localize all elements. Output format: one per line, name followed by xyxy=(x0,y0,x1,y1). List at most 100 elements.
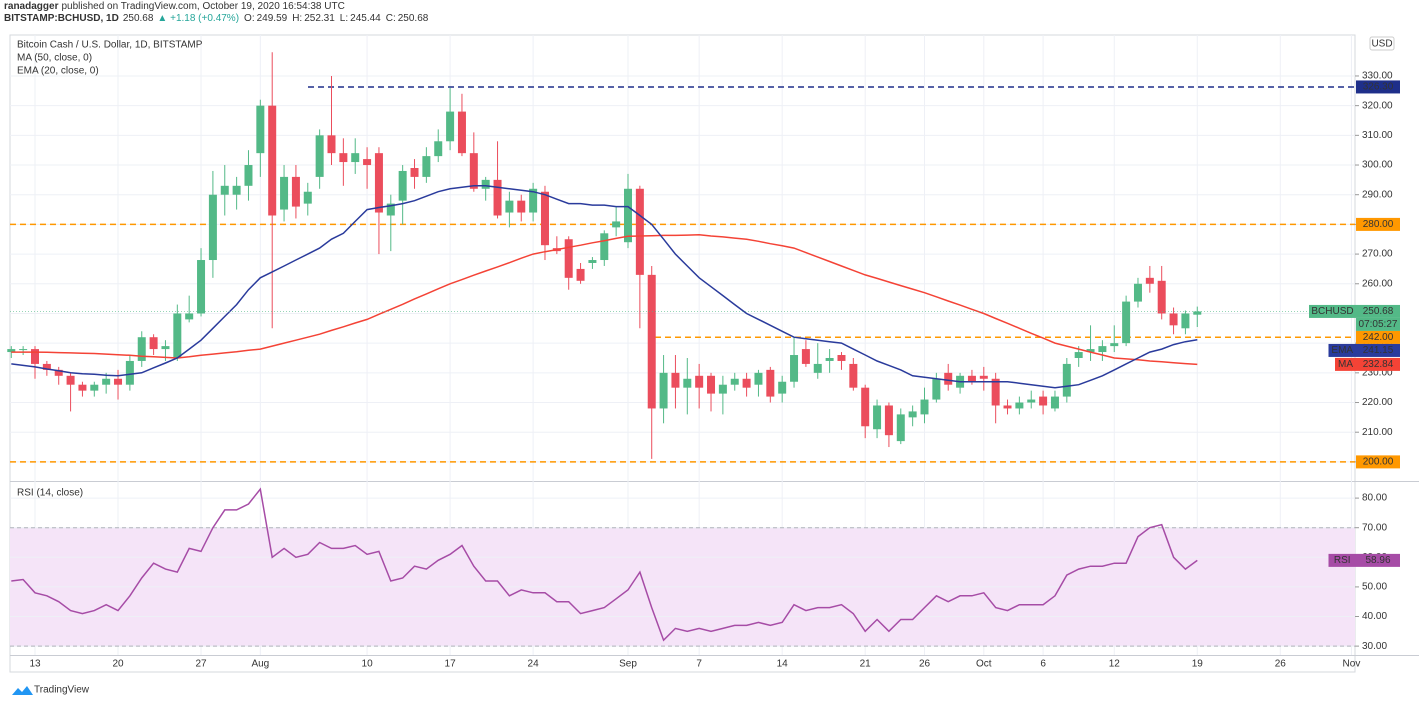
series-line xyxy=(11,487,1198,642)
candle-body xyxy=(7,349,16,353)
candle-body xyxy=(161,346,170,350)
x-tick-label: 6 xyxy=(1040,659,1046,670)
y-tick-label: 50.00 xyxy=(1362,582,1387,593)
candle-body xyxy=(339,153,348,163)
ohlc-key: C: xyxy=(386,13,396,24)
candle-body xyxy=(730,378,739,385)
candle-body xyxy=(873,405,882,430)
x-tick-label: 14 xyxy=(777,659,789,670)
ohlc-key: H: xyxy=(292,13,302,24)
candle-body xyxy=(671,372,680,388)
candle-body xyxy=(1086,349,1095,353)
candle-body xyxy=(386,203,395,216)
candle-body xyxy=(825,357,834,361)
x-tick-label: 21 xyxy=(860,659,872,670)
series-line xyxy=(11,234,1198,366)
candle-body xyxy=(291,176,300,207)
candle-body xyxy=(813,363,822,373)
candle-body xyxy=(422,156,431,177)
candle-body xyxy=(695,375,704,388)
candle-body xyxy=(932,378,941,400)
candle-body xyxy=(351,153,360,163)
tag-value-bg xyxy=(1356,343,1400,357)
candle-body xyxy=(374,153,383,213)
tag-value: 242.00 xyxy=(1363,332,1394,343)
ohlc-value: 252.31 xyxy=(304,13,335,24)
candle-body xyxy=(1133,283,1142,302)
tag-name-bg xyxy=(1309,304,1356,318)
y-tick-label: 80.00 xyxy=(1362,493,1387,504)
last-price: 250.68 xyxy=(123,13,154,24)
candle-body xyxy=(31,349,39,364)
y-tick-label: 230.00 xyxy=(1362,367,1393,378)
x-tick-label: 27 xyxy=(195,659,207,670)
candle-body xyxy=(1157,280,1166,314)
y-tick-label: 260.00 xyxy=(1362,278,1393,289)
candle-body xyxy=(778,381,787,394)
candle-body xyxy=(1015,402,1024,409)
tag-value-bg xyxy=(1356,304,1400,318)
candle-body xyxy=(102,378,111,385)
x-tick-label: Nov xyxy=(1343,659,1361,670)
pane-title: Bitcoin Cash / U.S. Dollar, 1D, BITSTAMP xyxy=(17,40,203,51)
candle-body xyxy=(1193,311,1202,315)
tag-value: 232.84 xyxy=(1363,359,1394,370)
tag-value-bg xyxy=(1356,217,1400,231)
y-tick-label: 40.00 xyxy=(1362,611,1387,622)
x-tick-label: 12 xyxy=(1109,659,1121,670)
candle-body xyxy=(1110,343,1119,347)
tag-value: 58.96 xyxy=(1365,555,1390,566)
x-tick-label: 20 xyxy=(112,659,124,670)
x-tick-label: 19 xyxy=(1192,659,1204,670)
tag-name-bg xyxy=(1335,357,1356,371)
candle-body xyxy=(1181,313,1190,329)
x-tick-label: 17 xyxy=(445,659,457,670)
candle-body xyxy=(398,170,407,201)
candle-body xyxy=(327,135,336,154)
publish-line: ranadagger published on TradingView.com, … xyxy=(4,1,345,12)
candle-body xyxy=(303,191,312,204)
candle-body xyxy=(529,188,538,213)
candle-body xyxy=(1122,301,1131,344)
tag-name: MA xyxy=(1338,359,1353,370)
ohlc-key: L: xyxy=(340,13,348,24)
candle-body xyxy=(837,355,846,361)
tag-value-bg xyxy=(1356,553,1400,567)
tag-sub: 07:05:27 xyxy=(1359,319,1398,330)
candle-body xyxy=(612,221,621,228)
candle-body xyxy=(232,185,241,195)
candle-body xyxy=(66,375,75,385)
candle-body xyxy=(707,375,716,394)
candle-body xyxy=(173,313,182,358)
x-tick-label: Sep xyxy=(619,659,637,670)
tag-value: 280.00 xyxy=(1363,219,1394,230)
candle-body xyxy=(659,372,668,409)
x-tick-label: Aug xyxy=(251,659,269,670)
candle-body xyxy=(197,260,206,314)
candle-body xyxy=(280,176,289,210)
x-tick-label: Oct xyxy=(976,659,992,670)
candle-body xyxy=(600,233,609,261)
footer-logo: TradingView xyxy=(12,685,90,696)
candle-body xyxy=(505,200,514,213)
candle-body xyxy=(766,369,775,397)
currency: USD xyxy=(1371,39,1392,50)
candle-body xyxy=(849,363,858,388)
candle-body xyxy=(42,363,51,370)
candle-body xyxy=(457,111,466,154)
candle-body xyxy=(801,349,810,364)
currency-box xyxy=(1369,36,1395,51)
candle-body xyxy=(1050,396,1059,409)
candle-body xyxy=(1098,346,1107,353)
candle-body xyxy=(137,337,146,361)
candle-body xyxy=(884,405,893,436)
candle-body xyxy=(718,384,727,394)
candle-body xyxy=(564,239,573,278)
candle-body xyxy=(647,274,656,409)
series-line xyxy=(11,185,1198,389)
candle-body xyxy=(363,159,372,166)
change: ▲ +1.18 (+0.47%) xyxy=(157,13,239,24)
candle-body xyxy=(1145,277,1154,284)
candle-body xyxy=(469,153,478,189)
